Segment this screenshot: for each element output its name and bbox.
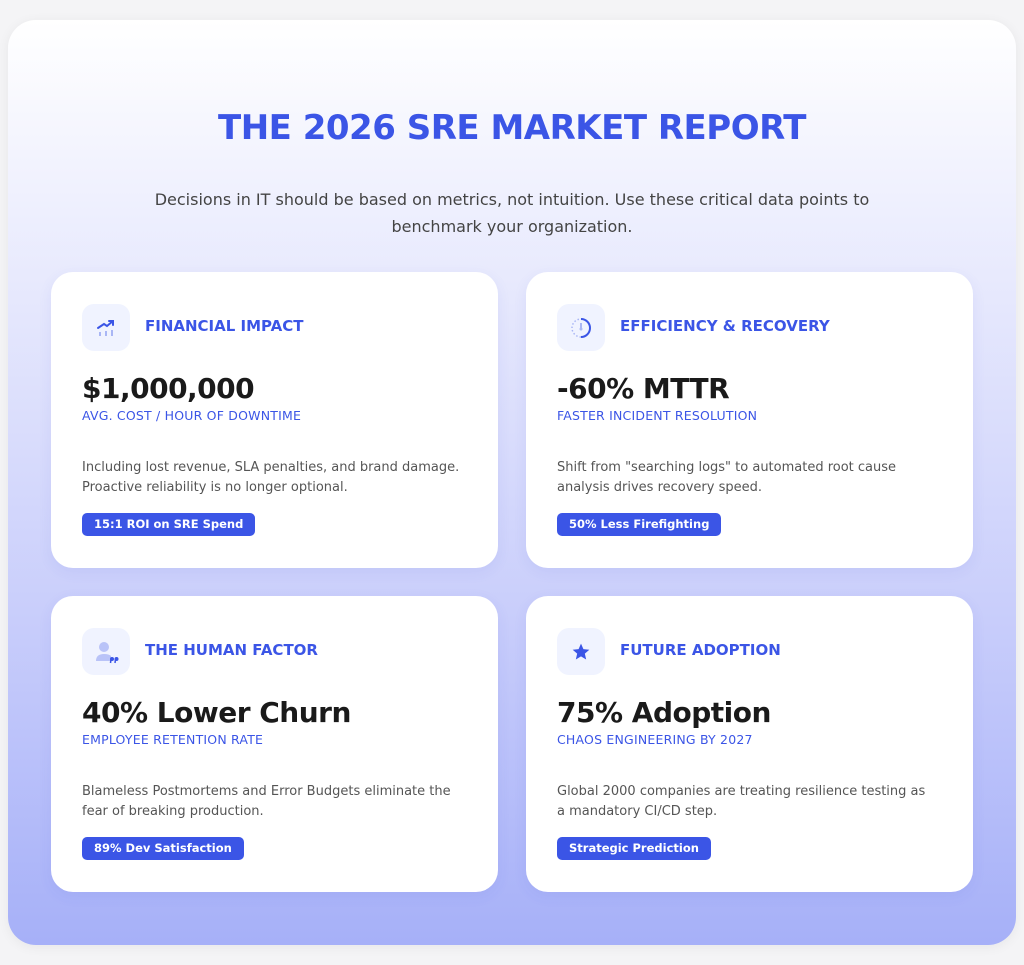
card-badge: Strategic Prediction xyxy=(557,837,711,860)
card-stat: 75% Adoption xyxy=(557,696,771,729)
card-heading: FUTURE ADOPTION xyxy=(620,641,781,659)
star-icon xyxy=(557,628,605,675)
card-future-adoption: FUTURE ADOPTION 75% Adoption CHAOS ENGIN… xyxy=(526,596,973,892)
card-label: FASTER INCIDENT RESOLUTION xyxy=(557,408,758,423)
card-description: Global 2000 companies are treating resil… xyxy=(557,784,926,819)
card-heading: FINANCIAL IMPACT xyxy=(145,317,304,335)
page-title: THE 2026 SRE MARKET REPORT xyxy=(218,108,806,148)
card-stat: 40% Lower Churn xyxy=(82,696,351,729)
card-label: AVG. COST / HOUR OF DOWNTIME xyxy=(82,408,302,423)
card-description: Shift from "searching logs" to automated… xyxy=(557,460,897,495)
card-description: Including lost revenue, SLA penalties, a… xyxy=(82,460,460,495)
card-financial-impact: FINANCIAL IMPACT $1,000,000 AVG. COST / … xyxy=(51,272,498,568)
card-description: Blameless Postmortems and Error Budgets … xyxy=(82,784,451,819)
card-badge: 50% Less Firefighting xyxy=(557,513,722,536)
card-stat: -60% MTTR xyxy=(557,372,730,405)
card-badge: 15:1 ROI on SRE Spend xyxy=(82,513,256,536)
card-label: EMPLOYEE RETENTION RATE xyxy=(82,732,264,747)
card-efficiency-recovery: EFFICIENCY & RECOVERY -60% MTTR FASTER I… xyxy=(526,272,973,568)
stopwatch-icon xyxy=(557,304,605,351)
card-stat: $1,000,000 xyxy=(82,372,255,405)
card-heading: THE HUMAN FACTOR xyxy=(145,641,318,659)
card-heading: EFFICIENCY & RECOVERY xyxy=(620,317,830,335)
user-feedback-icon xyxy=(82,628,130,675)
page-subtitle: Decisions in IT should be based on metri… xyxy=(154,190,870,236)
card-label: CHAOS ENGINEERING BY 2027 xyxy=(557,732,753,747)
card-human-factor: THE HUMAN FACTOR 40% Lower Churn EMPLOYE… xyxy=(51,596,498,892)
card-badge: 89% Dev Satisfaction xyxy=(82,837,244,860)
trending-up-chart-icon xyxy=(82,304,130,351)
